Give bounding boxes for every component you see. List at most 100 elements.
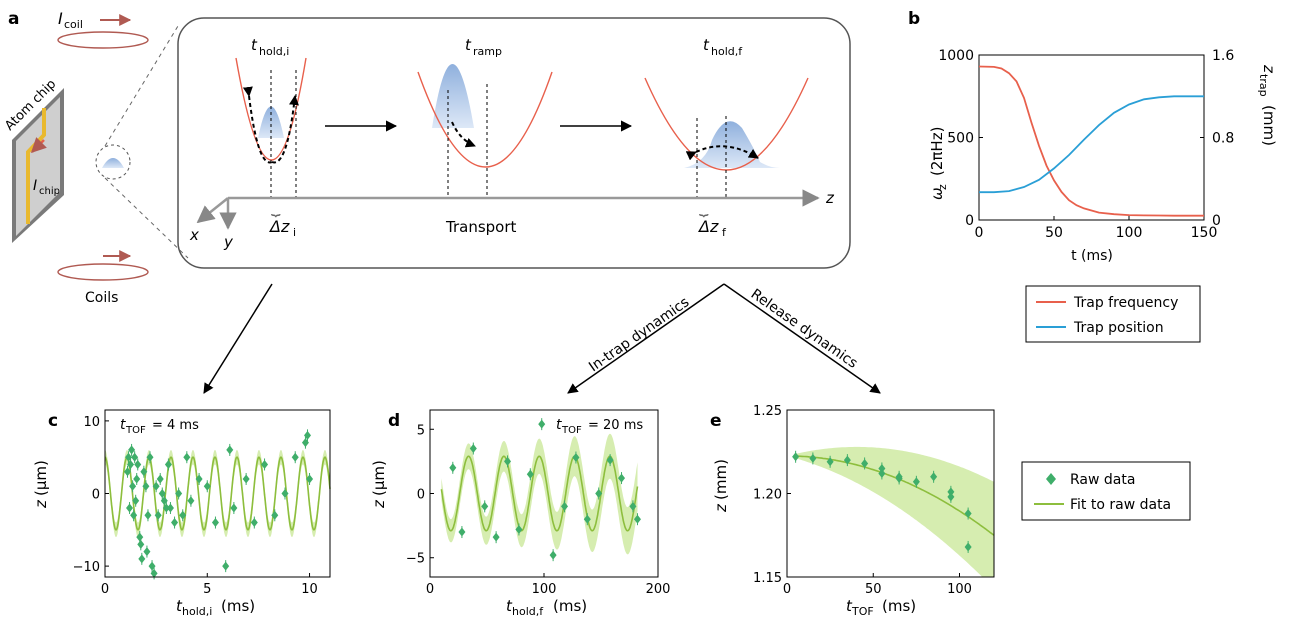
stage-1-trap: ⏟: [235, 57, 307, 217]
d-data-point: [526, 469, 534, 479]
c-data-point: [250, 518, 258, 528]
c-data-point: [291, 452, 299, 462]
d-data-point: [572, 453, 580, 463]
y-tick-label: 1.20: [753, 488, 782, 503]
legend-e-swatch-raw: [1046, 473, 1056, 485]
b-ylabel-right-unit: (mm): [1260, 105, 1278, 146]
y-tick-label: −5: [406, 552, 425, 567]
e-xlabel-sub: TOF: [851, 605, 874, 618]
coil-current-label: I: [58, 9, 63, 28]
e-ylabel-symbol: z: [712, 503, 730, 513]
legend-e-frame: [1021, 461, 1191, 521]
stage-1-label: t: [251, 36, 258, 54]
c-data-point: [154, 510, 162, 520]
legend-b-item-frequency: Trap frequency: [1073, 295, 1178, 311]
x-tick-label: 5: [203, 582, 211, 597]
b-xlabel: t (ms): [1071, 248, 1113, 264]
delta-f-label: Δz: [697, 217, 719, 236]
d-xlabel: t hold,f (ms): [506, 597, 587, 618]
c-data-point: [156, 474, 164, 484]
d-fit-line: [440, 455, 639, 532]
d-data-point: [633, 514, 641, 524]
panel-b-lines: [978, 65, 1204, 217]
axis-y-label: y: [223, 233, 234, 251]
delta-i-label: Δz: [268, 217, 290, 236]
y-tick-label: 10: [83, 415, 100, 430]
d-ylabel-symbol: z: [370, 499, 388, 509]
c-data-point: [152, 481, 160, 491]
chip-current-sub: chip: [39, 186, 60, 197]
d-annotation-value: = 20 ms: [588, 418, 643, 433]
c-data-point: [129, 481, 137, 491]
b-yl-tick-label: 1000: [938, 48, 974, 64]
stage-3-sub: hold,f: [711, 45, 743, 58]
c-data-point: [230, 503, 238, 513]
d-data-point: [504, 456, 512, 466]
stage-1-sub: hold,i: [259, 45, 289, 58]
axis-z-label: z: [825, 189, 835, 207]
b-yr-tick-label: 0.8: [1212, 131, 1234, 147]
x-tick-label: 50: [865, 582, 882, 597]
c-data-point: [150, 568, 158, 578]
d-data-point: [458, 527, 466, 537]
x-tick-label: 100: [947, 582, 972, 597]
e-data-point: [947, 492, 955, 502]
panel-b-y-left-label: ω z (2πHz): [928, 127, 949, 200]
y-tick-label: 1.25: [753, 404, 782, 419]
y-tick-label: 5: [417, 423, 425, 438]
e-data-point: [895, 473, 903, 483]
b-yl-tick-label: 0: [965, 213, 974, 229]
panel-label-b: b: [908, 9, 920, 29]
b-x-tick-label: 150: [1191, 225, 1218, 241]
c-ylabel-unit: (μm): [32, 460, 50, 496]
c-annotation-symbol: t: [120, 417, 126, 433]
d-annotation: t TOF = 20 ms: [556, 417, 643, 436]
y-tick-label: 0: [417, 488, 425, 503]
d-data-point: [481, 501, 489, 511]
b-series-trap-frequency: [978, 65, 1204, 217]
c-data-point: [242, 474, 250, 484]
c-data-point: [144, 510, 152, 520]
b-x-tick-label: 0: [975, 225, 984, 241]
e-data-point: [912, 477, 920, 487]
c-data-point: [131, 452, 139, 462]
d-data-point: [618, 473, 626, 483]
d-annotation-sub: TOF: [561, 425, 582, 436]
stage-labels: t hold,i t ramp t hold,f: [251, 36, 743, 58]
c-data-point: [164, 459, 172, 469]
c-ylabel: z (μm): [32, 460, 50, 509]
panel-label-e: e: [710, 411, 722, 431]
e-data-point: [792, 452, 800, 462]
e-data-point: [843, 455, 851, 465]
panel-d: d 0 100 200−505 t TOF = 20 ms t hold,f (ms…: [370, 409, 670, 618]
branch-left-label: In-trap dynamics: [586, 294, 692, 375]
c-data-point: [138, 554, 146, 564]
c-xlabel-unit: (ms): [221, 597, 255, 615]
b-yl-tick-label: 500: [947, 131, 974, 147]
c-data-point: [304, 430, 311, 440]
c-annotation-value: = 4 ms: [152, 418, 199, 433]
stage-2-sub: ramp: [473, 45, 502, 58]
transport-box: [177, 17, 851, 269]
c-data-point: [179, 510, 187, 520]
c-data-point: [166, 503, 174, 513]
delta-f-sub: f: [722, 226, 727, 239]
b-yr-tick-label: 1.6: [1212, 48, 1234, 64]
zoom-line-bottom: [104, 177, 189, 259]
c-data-point: [133, 474, 141, 484]
d-xlabel-unit: (ms): [553, 597, 587, 615]
legend-b-frame: [1025, 285, 1201, 343]
d-ylabel-unit: (μm): [370, 460, 388, 496]
coils-label: Coils: [85, 290, 118, 306]
arrow-to-e: [723, 283, 881, 394]
c-data-point: [203, 481, 211, 491]
e-xlabel-symbol: t: [846, 597, 853, 615]
c-xlabel: t hold,i (ms): [176, 597, 255, 618]
stage-2-trap: [417, 64, 553, 198]
c-data-point: [134, 459, 142, 469]
e-ylabel-unit: (mm): [712, 459, 730, 500]
c-data-point: [281, 489, 289, 498]
